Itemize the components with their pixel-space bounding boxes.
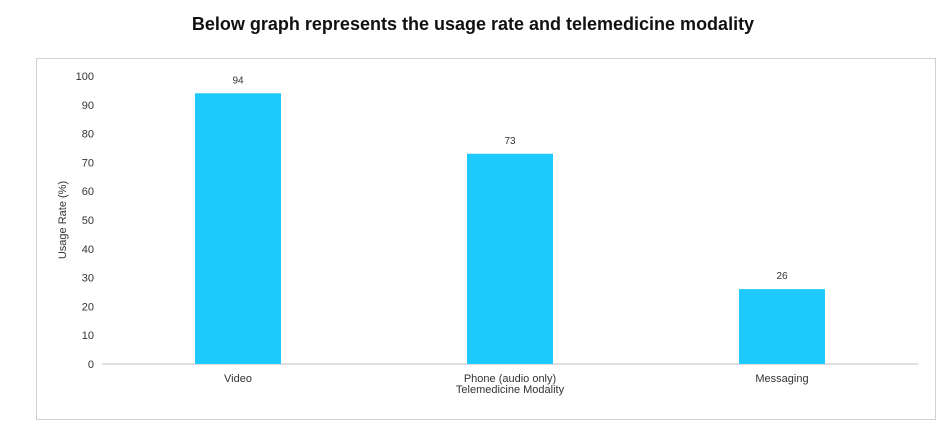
bar bbox=[739, 289, 825, 364]
data-label: 73 bbox=[504, 136, 516, 147]
page-title: Below graph represents the usage rate an… bbox=[191, 14, 755, 34]
y-tick-label: 30 bbox=[82, 273, 94, 285]
x-axis-ticks: Video Phone (audio only) Messaging bbox=[224, 373, 809, 385]
y-axis-title: Usage Rate (%) bbox=[57, 181, 69, 259]
y-tick-label: 60 bbox=[82, 186, 94, 198]
y-tick-label: 20 bbox=[82, 301, 94, 313]
bar bbox=[467, 153, 553, 364]
bars bbox=[195, 93, 825, 364]
y-tick-label: 80 bbox=[82, 129, 94, 141]
data-labels: 94 73 26 bbox=[232, 75, 788, 282]
y-tick-label: 0 bbox=[88, 359, 94, 371]
x-tick-label: Video bbox=[224, 373, 252, 385]
y-tick-label: 90 bbox=[82, 100, 94, 112]
x-tick-label: Messaging bbox=[755, 373, 808, 385]
y-tick-label: 100 bbox=[76, 71, 94, 83]
data-label: 94 bbox=[232, 75, 244, 86]
y-axis-ticks: 0 10 20 30 40 50 60 70 80 90 100 bbox=[76, 71, 94, 371]
x-tick-label: Phone (audio only) bbox=[464, 373, 556, 385]
y-tick-label: 50 bbox=[82, 215, 94, 227]
x-axis-title: Telemedicine Modality bbox=[456, 384, 565, 396]
data-label: 26 bbox=[776, 271, 788, 282]
bar bbox=[195, 93, 281, 364]
chart-frame bbox=[36, 58, 936, 420]
y-tick-label: 10 bbox=[82, 330, 94, 342]
y-tick-label: 40 bbox=[82, 244, 94, 256]
y-tick-label: 70 bbox=[82, 157, 94, 169]
